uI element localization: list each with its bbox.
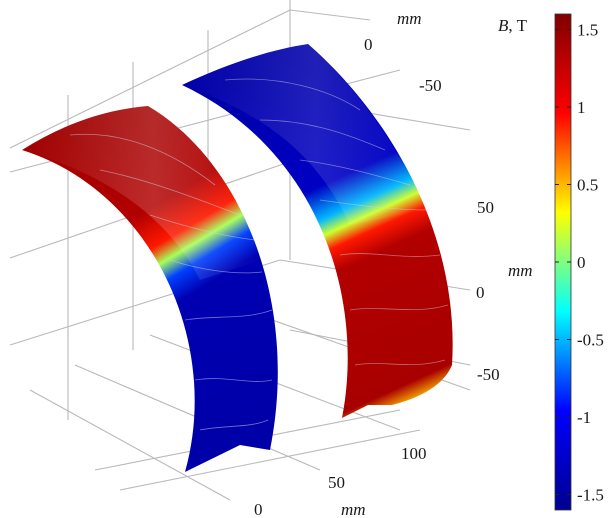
axis-bottom-unit: mm xyxy=(341,500,366,518)
axis-bottom-tick: 100 xyxy=(401,444,427,463)
axis-right: 50 mm 0 -50 xyxy=(476,198,533,384)
right-sheet-contours xyxy=(224,78,449,366)
grid-line xyxy=(119,429,421,491)
colorbar-tick-label: 1 xyxy=(577,98,586,117)
colorbar-tick-label: 0.5 xyxy=(577,176,598,195)
colorbar-tick-label: 0 xyxy=(577,253,586,272)
grid-line xyxy=(289,9,371,21)
grid-line xyxy=(9,9,291,149)
axis-right-tick: 0 xyxy=(476,283,485,302)
colorbar-tick-label: -1 xyxy=(577,408,591,427)
axis-top-tick: 0 xyxy=(364,35,373,54)
colorbar-title: B, T xyxy=(498,16,528,35)
left-sheet xyxy=(22,106,278,472)
axis-top: mm 0 -50 xyxy=(364,9,442,95)
right-sheet xyxy=(182,44,453,418)
axis-top-tick: -50 xyxy=(419,76,442,95)
colorbar: B, T 1.5 1 0.5 0 -0.5 -1 -1.5 xyxy=(498,13,604,511)
colorbar-tick-label: -1.5 xyxy=(577,486,604,505)
left-sheet-contours xyxy=(69,133,273,431)
axis-bottom-tick: 0 xyxy=(254,500,263,518)
axis-right-tick: 50 xyxy=(477,198,494,217)
axis-bottom-tick: 50 xyxy=(328,473,345,492)
grid-line xyxy=(29,389,231,501)
colorbar-tick-label: -0.5 xyxy=(577,331,604,350)
colorbar-tick-label: 1.5 xyxy=(577,21,598,40)
axis-top-unit: mm xyxy=(397,9,422,28)
axis-right-tick: -50 xyxy=(477,365,500,384)
axis-right-unit: mm xyxy=(508,261,533,280)
colorbar-ticks: 1.5 1 0.5 0 -0.5 -1 -1.5 xyxy=(555,21,604,505)
axis-bottom: 100 50 0 mm xyxy=(254,444,427,518)
